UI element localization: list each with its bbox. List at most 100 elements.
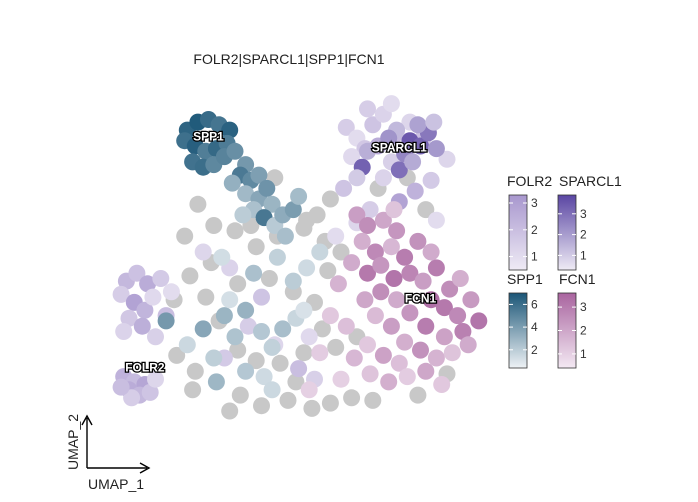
legend-title-spp1: SPP1 <box>507 271 543 287</box>
cell-point-fcn1 <box>372 283 390 301</box>
cell-point-spp1 <box>237 301 255 319</box>
cell-point-spp1 <box>274 320 292 338</box>
cell-point-fcn1 <box>359 336 376 354</box>
cell-point-folr2 <box>253 288 270 306</box>
cell-point-none <box>197 288 215 306</box>
cell-point-fcn1 <box>385 270 403 287</box>
cell-point-folr2 <box>128 264 146 282</box>
cell-point-none <box>417 201 435 219</box>
cell-point-spp1 <box>205 349 223 367</box>
cell-point-none <box>176 227 194 245</box>
cell-point-spp1 <box>221 121 239 139</box>
cell-point-fcn1 <box>385 201 403 219</box>
legend: FOLR2 1 2 3 SPARCL1 1 2 3 SPP1 2 4 6 FCN1 1 2 3 <box>507 173 622 369</box>
cell-point-fcn1 <box>396 248 414 266</box>
cell-point-spp1 <box>284 272 302 290</box>
cell-point-none <box>253 397 270 415</box>
cell-point-spp1 <box>263 195 281 213</box>
cell-point-fcn1 <box>343 254 361 272</box>
cell-point-sparcl1 <box>348 169 366 187</box>
cell-point-none <box>231 386 249 404</box>
cluster-label-folr2: FOLR2 <box>125 360 165 374</box>
cell-point-spp1 <box>157 312 175 330</box>
colorbar-tick-label: 2 <box>580 324 587 338</box>
cell-point-folr2 <box>147 370 164 388</box>
colorbar-tick-label: 3 <box>580 300 587 314</box>
cell-point-spp1 <box>245 264 263 282</box>
cell-point-none <box>247 238 265 256</box>
cell-point-none <box>321 190 339 208</box>
cell-point-spp1 <box>250 166 268 184</box>
cell-point-sparcl1 <box>427 140 445 158</box>
cell-point-folr2 <box>144 288 162 306</box>
cell-point-folr2 <box>374 169 392 187</box>
cell-point-folr2 <box>327 227 345 245</box>
cell-point-fcn1 <box>388 291 406 309</box>
cell-point-spp1 <box>207 373 225 391</box>
umap-axis-arrows <box>81 414 151 474</box>
cell-point-folr2 <box>112 285 130 303</box>
cell-point-fcn1 <box>374 346 392 364</box>
cell-point-none <box>327 338 345 356</box>
cell-point-sparcl1 <box>425 113 443 131</box>
cell-point-none <box>409 386 427 404</box>
cell-point-folr2 <box>337 118 355 136</box>
cell-point-fcn1 <box>356 291 374 309</box>
cell-point-sparcl1 <box>390 161 408 179</box>
legend-title-fcn1: FCN1 <box>559 271 596 287</box>
cluster-label-sparcl1: SPARCL1 <box>372 140 427 154</box>
cell-point-folr2 <box>120 309 138 327</box>
cell-point-none <box>295 344 313 362</box>
cell-point-fcn1 <box>366 243 384 261</box>
cell-point-none <box>205 217 223 234</box>
cell-point-fcn1 <box>345 349 363 367</box>
cell-point-fcn1 <box>337 317 355 335</box>
cell-point-fcn1 <box>359 217 376 234</box>
cell-point-spp1 <box>255 368 273 386</box>
cell-point-fcn1 <box>300 381 318 399</box>
cell-point-fcn1 <box>398 368 416 386</box>
cell-point-spp1 <box>263 338 281 356</box>
cell-point-none <box>189 195 207 213</box>
colorbar-tick-label: 2 <box>580 228 587 242</box>
cell-point-fcn1 <box>435 299 453 317</box>
cell-point-none <box>229 275 247 293</box>
cell-point-spp1 <box>311 243 329 261</box>
cell-point-fcn1 <box>388 222 406 240</box>
cell-point-folr2 <box>162 283 180 301</box>
cell-point-fcn1 <box>443 344 461 362</box>
colorbar-tick-label: 4 <box>531 320 538 334</box>
colorbar-tick-label: 2 <box>531 343 538 357</box>
cell-point-none <box>271 354 289 372</box>
cell-point-spp1 <box>237 185 255 203</box>
cell-point-spp1 <box>295 301 313 319</box>
cell-point-spp1 <box>223 174 241 192</box>
cell-point-folr2 <box>382 95 400 113</box>
cell-point-folr2 <box>359 100 376 118</box>
cell-point-fcn1 <box>409 232 427 250</box>
cell-point-folr2 <box>300 328 318 346</box>
cell-point-sparcl1 <box>380 129 398 147</box>
cell-point-fcn1 <box>372 256 390 274</box>
cluster-label-spp1: SPP1 <box>193 130 224 144</box>
cell-point-spp1 <box>268 248 286 266</box>
x-axis-label: UMAP_1 <box>88 476 144 492</box>
cell-point-folr2 <box>115 323 133 340</box>
cell-point-spp1 <box>234 206 252 224</box>
cell-point-fcn1 <box>329 275 347 293</box>
cell-point-folr2 <box>141 383 159 401</box>
cell-point-fcn1 <box>382 317 400 335</box>
cell-point-fcn1 <box>396 333 414 351</box>
cell-point-folr2 <box>136 301 154 319</box>
colorbar-spp1 <box>508 292 528 369</box>
cell-point-folr2 <box>133 317 151 335</box>
colorbar-tick-label: 2 <box>531 223 538 237</box>
cell-point-none <box>221 402 239 420</box>
cell-point-folr2 <box>438 150 456 168</box>
colorbar-folr2 <box>508 194 528 271</box>
cell-point-spp1 <box>253 323 270 340</box>
cell-point-fcn1 <box>422 243 440 261</box>
cell-point-folr2 <box>364 116 382 134</box>
cell-point-fcn1 <box>451 270 469 287</box>
cell-point-folr2 <box>335 179 353 197</box>
